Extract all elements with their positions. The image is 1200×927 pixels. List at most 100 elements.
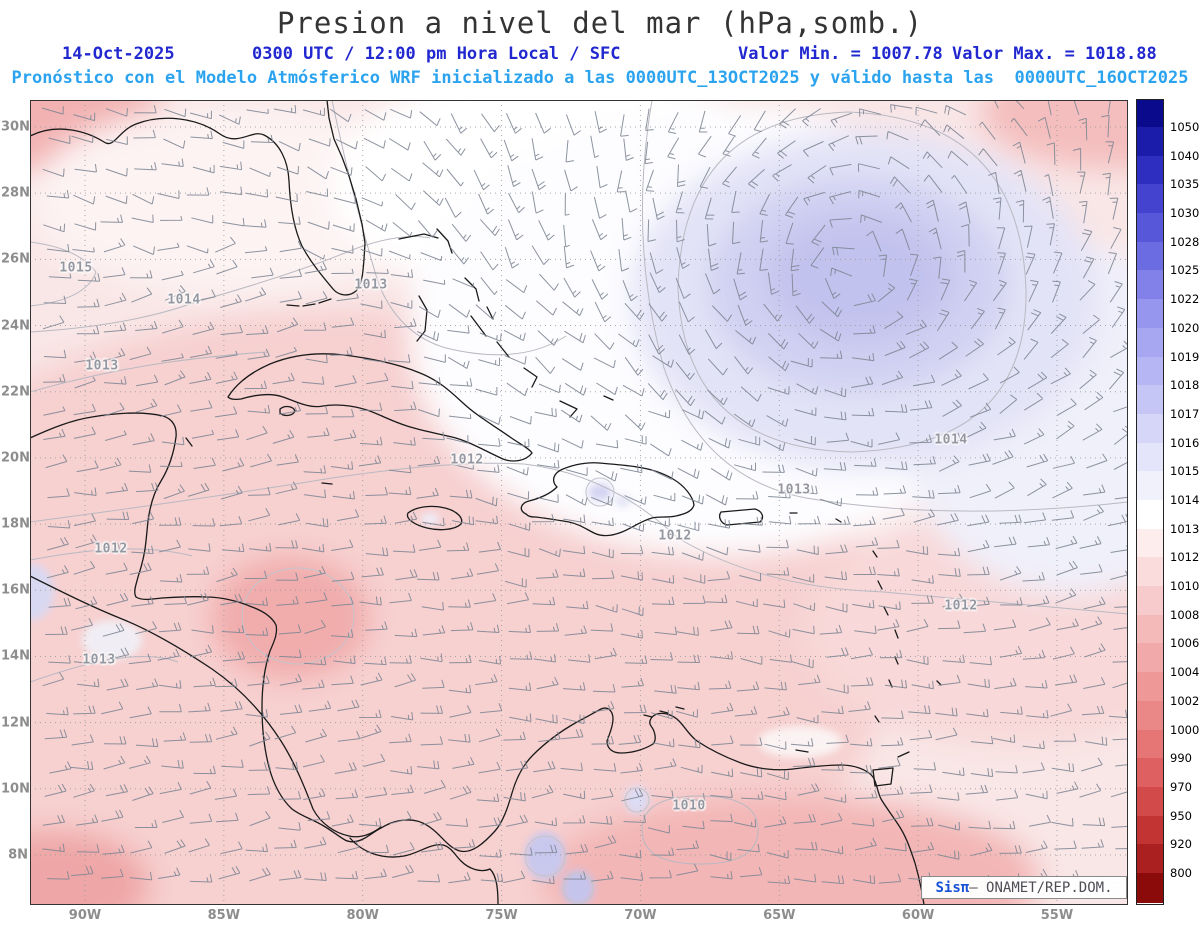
run-date: 14-Oct-2025 [62,44,175,64]
colorbar-tick-label: 1018 [1170,378,1200,393]
colorbar-cell [1137,786,1163,816]
wind-barbs [41,100,1128,885]
colorbar-cell [1137,127,1163,156]
lon-tick-label: 85W [207,908,241,923]
colorbar-tick-label: 950 [1170,808,1192,823]
lat-tick-label: 30N [1,119,30,135]
isobar-label: 1013 [777,482,811,498]
colorbar-cell [1137,270,1163,300]
lat-tick-label: 20N [1,450,30,466]
pressure-shading-layer [30,100,1128,905]
colorbar-cell [1137,672,1163,701]
colorbar-cell [1137,643,1163,673]
isobar-label: 1010 [672,798,706,814]
colorbar-cell [1137,213,1163,242]
isobar-label: 1013 [85,358,119,374]
colorbar-cell [1137,184,1163,214]
colorbar-tick-label: 1014 [1170,493,1200,507]
lat-tick-label: 10N [1,781,30,797]
lon-tick-label: 55W [1040,908,1074,923]
isobar-label: 1012 [658,528,692,544]
lat-tick-label: 8N [8,847,28,863]
brand-logo: Sisπ [935,879,970,896]
colorbar-cell [1137,299,1163,328]
colorbar-tick-label: 1035 [1170,177,1200,192]
colorbar-tick-label: 1020 [1170,320,1200,335]
colorbar-tick-label: 920 [1170,837,1192,852]
colorbar-cell [1137,614,1163,644]
colorbar-tick-label: 1004 [1170,665,1200,680]
coastlines-layer [30,100,942,905]
colorbar-cell [1137,241,1163,271]
lat-tick-label: 24N [1,318,30,334]
colorbar-cell [1137,815,1163,845]
isobar-label: 1012 [94,541,128,557]
credit-text: – ONAMET/REP.DOM. [969,879,1113,896]
wind-barbs-layer [41,100,1128,885]
colorbar-cell [1137,758,1163,787]
colorbar-tick-label: 1025 [1170,263,1200,278]
colorbar-cell [1137,155,1163,185]
colorbar-cell [1137,729,1163,759]
colorbar-cell [1137,557,1163,587]
colorbar-tick-label: 1040 [1170,148,1200,163]
lat-tick-label: 22N [1,384,30,400]
lat-tick-label: 18N [1,516,30,532]
lat-tick-label: 12N [1,715,30,731]
pressure-shading-detail-layer [30,483,842,905]
colorbar-tick-label: 1019 [1170,349,1200,364]
colorbar-tick-label: 1017 [1170,406,1200,421]
lat-tick-label: 26N [1,251,30,267]
isobar-label: 1013 [354,277,388,293]
isobar-label: 1012 [944,598,978,614]
credit-badge: Sisπ – ONAMET/REP.DOM. [921,876,1127,899]
lon-tick-label: 70W [624,908,657,923]
colorbar-tick-label: 1006 [1170,636,1200,651]
isobar-label: 1014 [934,432,968,448]
lon-tick-label: 80W [346,908,379,923]
isobar-label: 1014 [167,292,201,308]
lon-tick-label: 65W [763,908,796,923]
lat-tick-label: 28N [1,185,30,201]
colorbar-tick-label: 1002 [1170,693,1200,708]
colorbar-tick-label: 800 [1170,866,1192,880]
max-value: Valor Max. = 1018.88 [952,44,1157,64]
page-title: Presion a nivel del mar (hPa,somb.) [276,6,924,40]
colorbar-cell [1137,413,1163,443]
lat-tick-label: 14N [1,648,30,664]
colorbar-tick-label: 1015 [1170,464,1200,479]
map-border [30,100,1128,905]
isobar-label: 1012 [450,452,484,468]
colorbar-cell [1137,385,1163,414]
colorbar-cell [1137,471,1163,500]
run-time: 0300 UTC / 12:00 pm Hora Local / SFC [252,44,621,64]
colorbar-cell [1137,586,1163,615]
colorbar-tick-label: 1022 [1170,292,1200,307]
colorbar-tick-label: 1013 [1170,521,1200,536]
lon-tick-label: 90W [68,908,102,923]
pressure-map [30,100,1128,905]
colorbar-cell [1137,700,1163,730]
colorbar-cell [1137,844,1163,873]
colorbar-tick-label: 990 [1170,751,1192,766]
colorbar-cell [1137,442,1163,472]
colorbar-tick-label: 1030 [1170,206,1200,221]
colorbar-tick-label: 1000 [1170,722,1200,737]
lat-tick-label: 16N [1,582,30,598]
model-info-line: Pronóstico con el Modelo Atmósferico WRF… [11,68,1189,88]
min-value: Valor Min. = 1007.78 [738,44,943,64]
colorbar-cell [1137,500,1163,529]
colorbar-tick-label: 1050 [1170,120,1200,134]
colorbar-tick-label: 970 [1170,779,1192,794]
colorbar-cell [1137,873,1163,903]
isobar-label: 1013 [82,652,116,668]
isobar-label: 1015 [59,260,93,276]
colorbar-cell [1137,327,1163,357]
colorbar-tick-label: 1010 [1170,579,1200,594]
colorbar-tick-label: 1016 [1170,435,1200,450]
colorbar-tick-label: 1012 [1170,550,1200,565]
colorbar-cell [1137,100,1163,127]
lon-tick-label: 60W [901,908,935,923]
colorbar-cell [1137,356,1163,386]
